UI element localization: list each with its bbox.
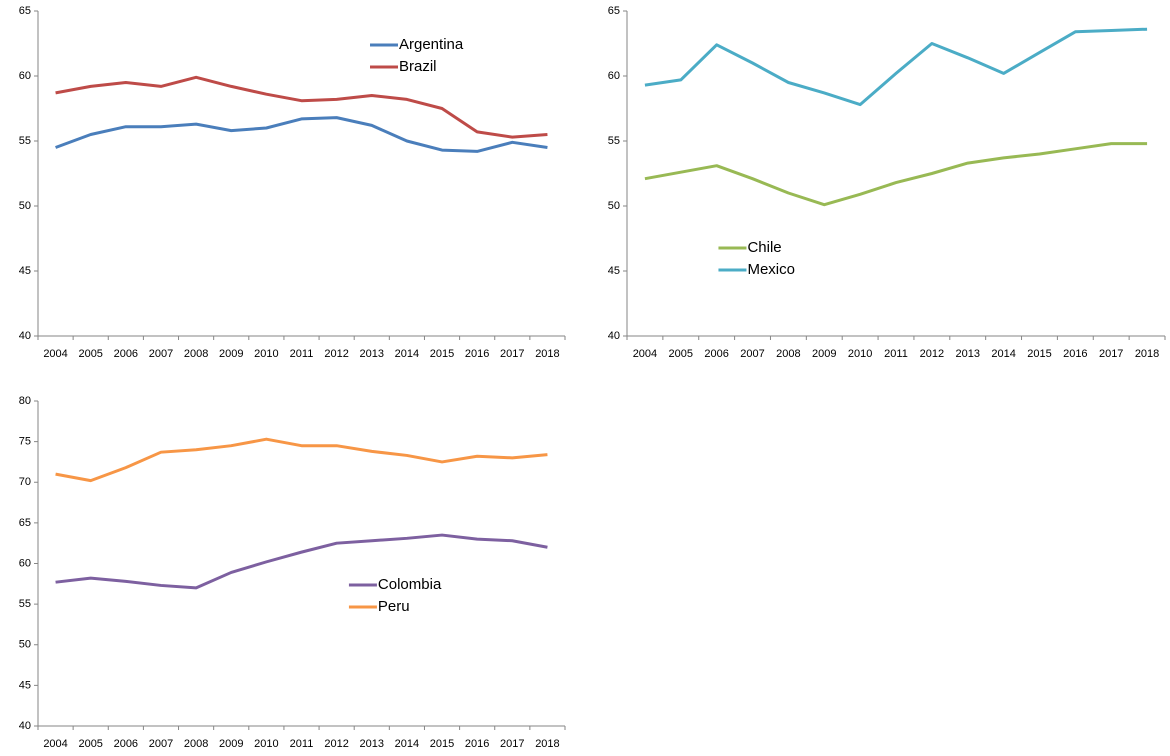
x-tick-label: 2011 [884, 348, 908, 360]
x-tick-label: 2018 [535, 348, 559, 360]
y-tick-label: 55 [19, 135, 31, 147]
y-tick-label: 50 [608, 200, 620, 212]
x-tick-label: 2015 [430, 738, 454, 750]
x-tick-label: 2013 [360, 738, 384, 750]
series-line [55, 437, 548, 483]
x-tick-label: 2013 [360, 348, 384, 360]
x-tick-label: 2010 [848, 348, 872, 360]
x-tick-label: 2014 [395, 348, 419, 360]
series-line [55, 75, 548, 139]
x-tick-label: 2011 [290, 738, 314, 750]
x-tick-label: 2016 [1063, 348, 1087, 360]
legend-label: Peru [378, 598, 410, 615]
y-tick-label: 60 [608, 70, 620, 82]
x-tick-label: 2016 [465, 348, 489, 360]
x-tick-label: 2012 [324, 348, 348, 360]
y-tick-label: 65 [19, 517, 31, 529]
series-line [55, 533, 548, 590]
y-tick-label: 40 [608, 330, 620, 342]
y-tick-label: 65 [19, 5, 31, 17]
x-tick-label: 2007 [149, 738, 173, 750]
x-tick-label: 2006 [114, 738, 138, 750]
y-tick-label: 50 [19, 639, 31, 651]
legend-label: Mexico [747, 261, 795, 278]
x-tick-label: 2005 [669, 348, 693, 360]
x-tick-label: 2005 [78, 738, 102, 750]
y-tick-label: 60 [19, 70, 31, 82]
x-tick-label: 2009 [219, 348, 243, 360]
x-tick-label: 2014 [991, 348, 1015, 360]
y-tick-label: 55 [608, 135, 620, 147]
x-tick-label: 2017 [1099, 348, 1123, 360]
x-tick-label: 2008 [184, 738, 208, 750]
x-tick-label: 2012 [324, 738, 348, 750]
x-tick-label: 2004 [43, 348, 67, 360]
x-tick-label: 2006 [114, 348, 138, 360]
x-tick-label: 2009 [219, 738, 243, 750]
x-tick-label: 2006 [704, 348, 728, 360]
x-tick-label: 2015 [1027, 348, 1051, 360]
series-line [644, 27, 1148, 107]
x-tick-label: 2014 [395, 738, 419, 750]
y-tick-label: 75 [19, 436, 31, 448]
y-tick-label: 80 [19, 395, 31, 407]
x-tick-label: 2007 [149, 348, 173, 360]
x-tick-label: 2005 [78, 348, 102, 360]
y-tick-label: 40 [19, 330, 31, 342]
x-tick-label: 2017 [500, 738, 524, 750]
x-tick-label: 2015 [430, 348, 454, 360]
x-tick-label: 2013 [955, 348, 979, 360]
y-tick-label: 50 [19, 200, 31, 212]
x-tick-label: 2017 [500, 348, 524, 360]
x-tick-label: 2010 [254, 738, 278, 750]
x-tick-label: 2004 [633, 348, 657, 360]
x-tick-label: 2008 [776, 348, 800, 360]
x-tick-label: 2009 [812, 348, 836, 360]
x-tick-label: 2018 [535, 738, 559, 750]
x-tick-label: 2010 [254, 348, 278, 360]
y-tick-label: 65 [608, 5, 620, 17]
x-tick-label: 2016 [465, 738, 489, 750]
legend-label: Chile [747, 239, 781, 256]
legend-label: Colombia [378, 576, 442, 593]
y-tick-label: 40 [19, 720, 31, 732]
x-tick-label: 2011 [290, 348, 314, 360]
series-line [644, 142, 1148, 207]
series-line [55, 116, 548, 153]
x-tick-label: 2012 [920, 348, 944, 360]
legend-label: Brazil [399, 58, 437, 75]
x-tick-label: 2018 [1135, 348, 1159, 360]
y-tick-label: 55 [19, 598, 31, 610]
y-tick-label: 45 [19, 679, 31, 691]
y-tick-label: 70 [19, 476, 31, 488]
x-tick-label: 2008 [184, 348, 208, 360]
legend-label: Argentina [399, 36, 464, 53]
y-tick-label: 60 [19, 557, 31, 569]
x-tick-label: 2007 [740, 348, 764, 360]
x-tick-label: 2004 [43, 738, 67, 750]
y-tick-label: 45 [608, 265, 620, 277]
y-tick-label: 45 [19, 265, 31, 277]
